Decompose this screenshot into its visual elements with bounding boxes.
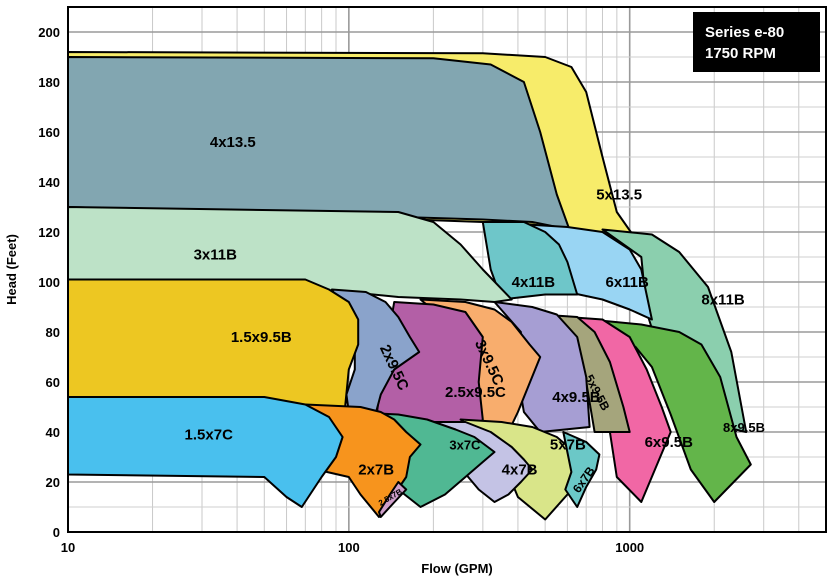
region-label-5x7B: 5x7B	[550, 437, 586, 454]
region-label-1-5x9-5B: 1.5x9.5B	[231, 329, 292, 346]
region-label-3x7C: 3x7C	[449, 438, 481, 453]
region-1-5x7C	[67, 396, 344, 508]
title-box: Series e-80 1750 RPM	[693, 12, 820, 72]
region-1-5x9-5B	[67, 278, 360, 413]
region-label-5x13-5: 5x13.5	[596, 187, 642, 204]
y-tick-label: 120	[38, 225, 60, 240]
x-tick-label: 1000	[615, 540, 644, 555]
x-tick-label: 10	[61, 540, 75, 555]
region-label-2x7B: 2x7B	[358, 462, 394, 479]
region-6x7B	[562, 431, 601, 508]
y-tick-label: 40	[46, 425, 60, 440]
region-2-5x7B	[378, 481, 408, 518]
plot-frame	[67, 6, 827, 533]
y-tick-label: 0	[53, 525, 60, 540]
region-label-2-5x9-5C: 2.5x9.5C	[445, 384, 506, 401]
region-label-1-5x7C: 1.5x7C	[185, 427, 234, 444]
chart-title: Series e-80	[705, 24, 784, 41]
y-tick-label: 20	[46, 475, 60, 490]
pump-regions	[67, 51, 752, 521]
region-4x13-5	[67, 56, 571, 231]
region-label-4x9-5B: 4x9.5B	[552, 389, 601, 406]
axis-ticks: 10 100 1000 0 20 40 60 80 100 120 140 160 180 200	[38, 25, 644, 555]
region-label-6x9-5B: 6x9.5B	[645, 434, 694, 451]
region-label-8x9-5B: 8x9.5B	[723, 420, 765, 435]
y-tick-label: 80	[46, 325, 60, 340]
region-label-4x13-5: 4x13.5	[210, 134, 256, 151]
x-axis-label: Flow (GPM)	[421, 561, 493, 576]
region-label-8x11B: 8x11B	[701, 292, 745, 309]
region-label-3x11B: 3x11B	[194, 247, 238, 264]
chart-subtitle: 1750 RPM	[705, 45, 776, 62]
x-tick-label: 100	[338, 540, 360, 555]
title-background	[693, 12, 820, 72]
y-axis-label: Head (Feet)	[4, 234, 19, 305]
y-tick-label: 140	[38, 175, 60, 190]
region-label-4x7B: 4x7B	[502, 462, 538, 479]
y-tick-label: 160	[38, 125, 60, 140]
region-label-6x11B: 6x11B	[605, 274, 649, 291]
y-tick-label: 180	[38, 75, 60, 90]
y-tick-label: 200	[38, 25, 60, 40]
y-tick-label: 100	[38, 275, 60, 290]
region-8x9-5B	[588, 318, 752, 503]
region-label-4x11B: 4x11B	[512, 274, 556, 291]
y-tick-label: 60	[46, 375, 60, 390]
